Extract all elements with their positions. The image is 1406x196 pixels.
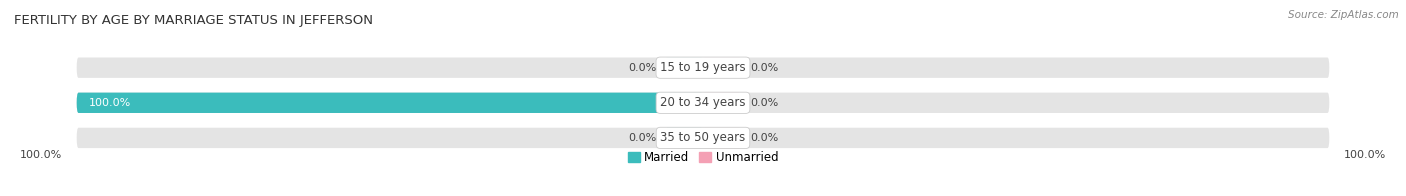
Text: Source: ZipAtlas.com: Source: ZipAtlas.com: [1288, 10, 1399, 20]
Legend: Married, Unmarried: Married, Unmarried: [623, 146, 783, 169]
FancyBboxPatch shape: [703, 93, 741, 113]
FancyBboxPatch shape: [77, 57, 1329, 78]
Text: 20 to 34 years: 20 to 34 years: [661, 96, 745, 109]
Text: 100.0%: 100.0%: [20, 150, 63, 160]
FancyBboxPatch shape: [665, 128, 703, 148]
Text: 35 to 50 years: 35 to 50 years: [661, 131, 745, 144]
Text: 0.0%: 0.0%: [749, 98, 779, 108]
FancyBboxPatch shape: [665, 57, 703, 78]
FancyBboxPatch shape: [703, 57, 741, 78]
Text: 0.0%: 0.0%: [749, 133, 779, 143]
Text: 0.0%: 0.0%: [749, 63, 779, 73]
FancyBboxPatch shape: [77, 128, 1329, 148]
Text: 0.0%: 0.0%: [627, 63, 657, 73]
FancyBboxPatch shape: [703, 128, 741, 148]
Text: FERTILITY BY AGE BY MARRIAGE STATUS IN JEFFERSON: FERTILITY BY AGE BY MARRIAGE STATUS IN J…: [14, 14, 373, 27]
Text: 100.0%: 100.0%: [1343, 150, 1386, 160]
Text: 15 to 19 years: 15 to 19 years: [661, 61, 745, 74]
Text: 100.0%: 100.0%: [89, 98, 132, 108]
FancyBboxPatch shape: [77, 93, 1329, 113]
FancyBboxPatch shape: [77, 93, 703, 113]
Text: 0.0%: 0.0%: [627, 133, 657, 143]
